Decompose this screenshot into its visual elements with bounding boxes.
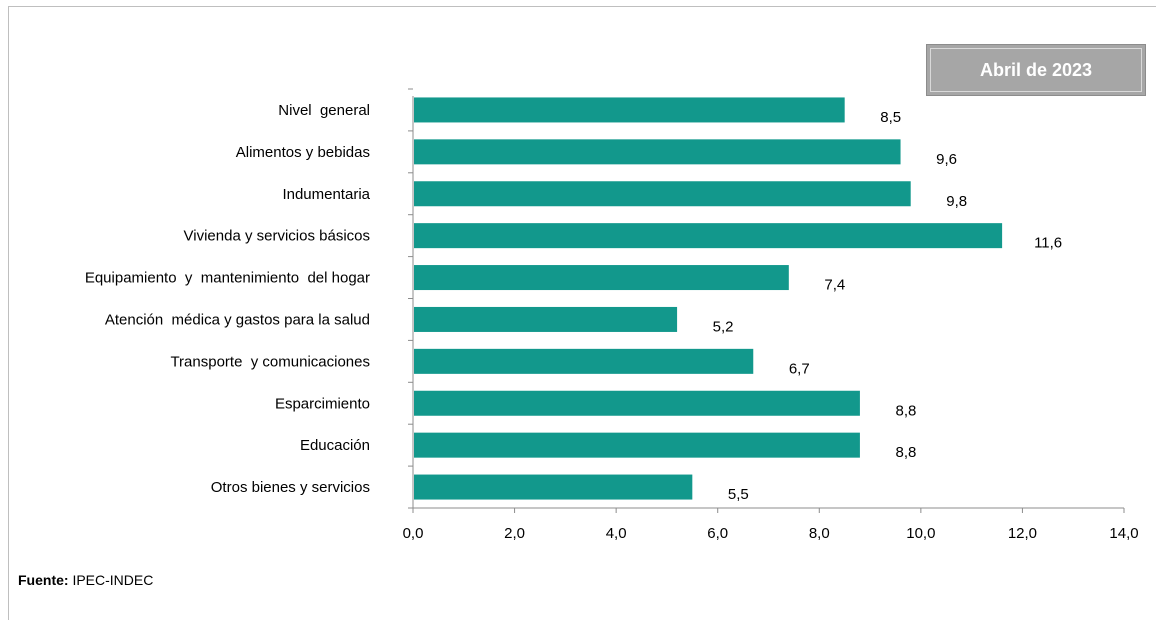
x-tick-label: 10,0 xyxy=(906,525,935,542)
period-label: Abril de 2023 xyxy=(979,59,1093,80)
category-label: Nivel general xyxy=(278,102,370,119)
value-label: 9,8 xyxy=(946,193,967,210)
chart-frame xyxy=(8,6,1156,620)
source-value: IPEC-INDEC xyxy=(72,572,154,588)
category-labels-group: Nivel general Alimentos y bebidas Indument… xyxy=(85,102,371,496)
category-label: Equipamiento y mantenimiento del hogar xyxy=(85,270,370,287)
bar xyxy=(414,223,1003,249)
category-label: Esparcimiento xyxy=(275,395,370,412)
y-axis xyxy=(408,88,414,509)
bar xyxy=(414,181,911,207)
x-tick-label: 0,0 xyxy=(403,525,424,542)
category-label: Indumentaria xyxy=(282,186,370,203)
bar xyxy=(414,97,845,123)
value-label: 5,2 xyxy=(713,318,734,335)
bar xyxy=(414,348,754,374)
category-label: Educación xyxy=(300,437,370,454)
value-label: 6,7 xyxy=(789,360,810,377)
x-tick-label: 8,0 xyxy=(809,525,830,542)
x-tick-label: 2,0 xyxy=(504,525,525,542)
bar xyxy=(414,139,901,165)
category-label: Atención médica y gastos para la salud xyxy=(105,311,370,328)
source-note: Fuente: IPEC-INDEC xyxy=(18,572,153,588)
category-label: Otros bienes y servicios xyxy=(211,479,370,496)
value-label: 5,5 xyxy=(728,486,749,503)
category-label: Alimentos y bebidas xyxy=(236,144,370,161)
value-label: 11,6 xyxy=(1034,235,1062,252)
x-tick-label: 12,0 xyxy=(1008,525,1037,542)
period-badge: Abril de 2023 xyxy=(926,44,1146,96)
value-label: 7,4 xyxy=(824,277,845,294)
bar xyxy=(414,432,860,458)
source-label: Fuente: xyxy=(18,572,69,588)
value-label: 8,8 xyxy=(895,402,916,419)
value-label: 9,6 xyxy=(936,151,957,168)
value-label: 8,8 xyxy=(895,444,916,461)
category-label: Vivienda y servicios básicos xyxy=(184,228,370,245)
bar xyxy=(414,306,678,332)
value-label: 8,5 xyxy=(880,109,901,126)
x-tick-label: 14,0 xyxy=(1109,525,1138,542)
x-tick-label: 4,0 xyxy=(606,525,627,542)
x-axis: 0,0 2,0 4,0 6,0 8,0 10,0 12,0 14,0 xyxy=(403,507,1139,542)
bar xyxy=(414,474,693,500)
bar xyxy=(414,390,860,416)
x-tick-label: 6,0 xyxy=(707,525,728,542)
value-labels-group: 8,5 9,6 9,8 11,6 7,4 5,2 6,7 8,8 8,8 5,5 xyxy=(713,109,1063,503)
bars-group xyxy=(414,97,1003,500)
bar xyxy=(414,265,789,291)
category-label: Transporte y comunicaciones xyxy=(170,353,370,370)
